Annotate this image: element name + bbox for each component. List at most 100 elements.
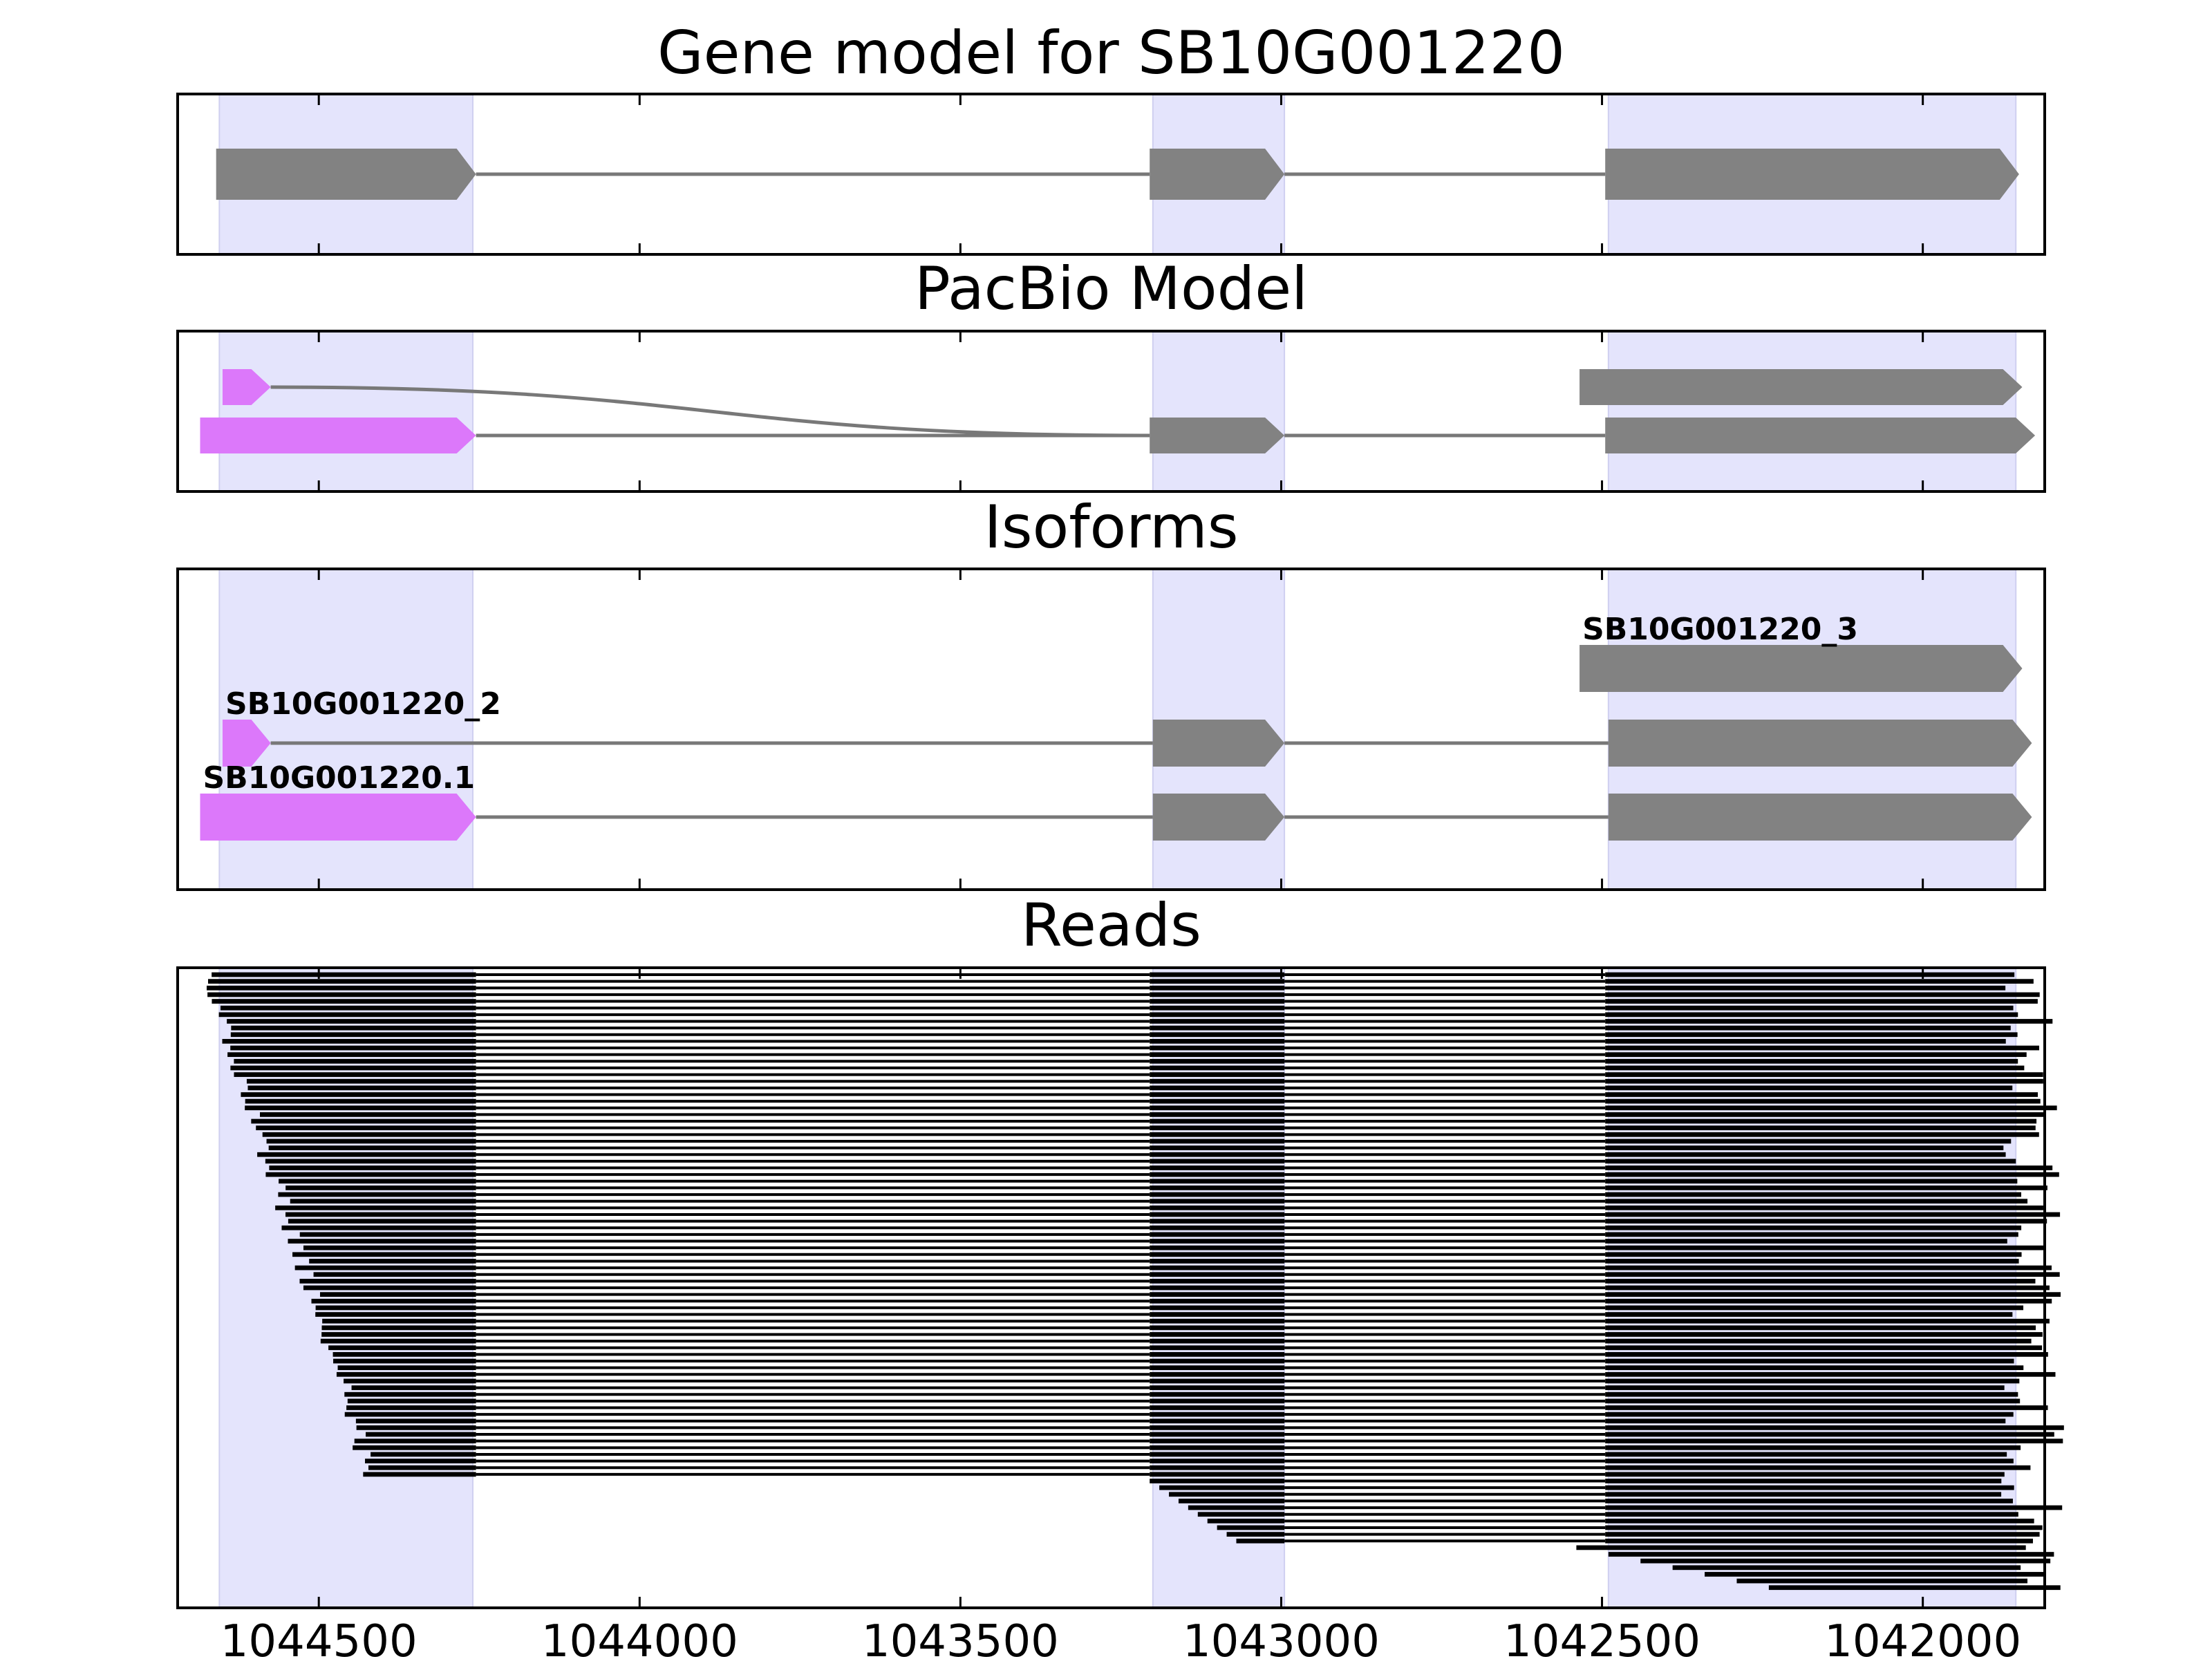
read-exon	[1605, 1479, 2002, 1483]
read-exon	[207, 979, 476, 984]
read-exon	[1605, 1371, 2056, 1377]
read-exon	[1150, 985, 1285, 991]
read-exon	[1605, 1239, 2007, 1244]
read-exon	[265, 1172, 476, 1177]
read-exon	[1605, 1058, 2018, 1064]
read-exon	[363, 1472, 476, 1477]
read-exon	[1605, 1052, 2027, 1058]
read-exon	[294, 1265, 476, 1271]
read-exon	[1605, 1085, 2013, 1091]
read-exon	[290, 1199, 476, 1204]
read-exon	[222, 1039, 476, 1044]
read-exon	[227, 1019, 476, 1024]
exon-block	[222, 720, 271, 767]
read-exon	[1150, 1405, 1285, 1410]
read-exon	[265, 1159, 476, 1164]
read-exon	[230, 1045, 476, 1051]
read-exon	[1150, 1398, 1285, 1404]
read-exon	[1150, 1219, 1285, 1224]
read-exon	[245, 1105, 476, 1111]
read-exon	[1150, 1278, 1285, 1284]
panel-title: Gene model for SB10G001220	[657, 19, 1565, 88]
read-exon	[1605, 1025, 2011, 1031]
read-exon	[1736, 1578, 2028, 1584]
read-exon	[1150, 1365, 1285, 1371]
read-exon	[212, 999, 476, 1004]
read-exon	[262, 1132, 476, 1137]
axes-frame	[176, 93, 2046, 256]
read-exon	[1705, 1572, 2045, 1577]
read-exon	[368, 1465, 476, 1470]
read-exon	[1150, 1065, 1285, 1071]
read-exon	[1605, 1472, 2005, 1477]
panel-reads: Reads 1044500 1044000 1043500 1043000 1042500…	[176, 891, 2064, 1659]
read-exon	[1605, 985, 2006, 991]
read-exon	[220, 1005, 476, 1011]
read-exon	[313, 1272, 476, 1277]
read-exon	[1605, 1485, 2014, 1490]
x-tick-label: 1042000	[1824, 1616, 2021, 1659]
read-exon	[1217, 1525, 1285, 1530]
read-exon	[1605, 992, 2040, 997]
read-exon	[1150, 1112, 1285, 1117]
read-exon	[1605, 1245, 2046, 1250]
read-exon	[1605, 1438, 2063, 1444]
read-exon	[1150, 1172, 1285, 1177]
read-exon	[1605, 1505, 2063, 1510]
read-exon	[1605, 1138, 2012, 1144]
read-exon	[230, 1065, 476, 1071]
read-exon	[285, 1185, 476, 1190]
read-exon	[1150, 1085, 1285, 1091]
read-exon	[299, 1278, 476, 1284]
read-exon	[1150, 1412, 1285, 1417]
read-exon	[1605, 1445, 2021, 1450]
read-exon	[322, 1318, 476, 1324]
read-exon	[288, 1239, 476, 1244]
read-exon	[1605, 1152, 2006, 1157]
read-exon	[1150, 1318, 1285, 1324]
read-exon	[1605, 1292, 2061, 1297]
read-exon	[1150, 1179, 1285, 1184]
read-exon	[1150, 1438, 1285, 1444]
read-exon	[353, 1445, 476, 1450]
exon-region-band	[1152, 330, 1286, 492]
read-exon	[1605, 1352, 2048, 1357]
read-exon	[1605, 1078, 2043, 1084]
read-exon	[1605, 1219, 2047, 1224]
read-exon	[1605, 1298, 2052, 1304]
exon-region-band	[218, 330, 474, 492]
read-exon	[1605, 1132, 2039, 1137]
read-exon	[1150, 992, 1285, 997]
read-exon	[1605, 1398, 2021, 1404]
read-exon	[356, 1425, 476, 1430]
exon-block	[1150, 149, 1285, 200]
read-exon	[1150, 1459, 1285, 1463]
read-exon	[1605, 1199, 2028, 1204]
exon-block	[1150, 418, 1285, 453]
read-exon	[206, 985, 476, 991]
read-exon	[344, 1378, 476, 1384]
read-exon	[1150, 1239, 1285, 1244]
read-exon	[332, 1352, 476, 1357]
read-exon	[1605, 1278, 2036, 1284]
panel-isoforms: Isoforms SB10G001220_3 SB10G001220_2 SB10G0…	[176, 493, 2046, 891]
read-exon	[1150, 1019, 1285, 1024]
read-exon	[1605, 1072, 2043, 1077]
read-exon	[1150, 1078, 1285, 1084]
exon-block	[1605, 149, 2019, 200]
isoform-label: SB10G001220.1	[203, 760, 475, 796]
read-exon	[1605, 1032, 2018, 1038]
read-exon	[1188, 1505, 1285, 1510]
read-exon	[1605, 1391, 2018, 1397]
read-exon	[281, 1225, 476, 1230]
read-exon	[1605, 1365, 2024, 1371]
panel-title: Isoforms	[984, 493, 1238, 562]
read-exon	[1150, 1138, 1285, 1144]
read-exon	[1605, 1172, 2059, 1177]
exon-block	[222, 369, 271, 405]
read-exon	[218, 1012, 476, 1018]
read-exon	[1236, 1538, 1285, 1544]
read-exon	[1605, 972, 2015, 977]
read-exon	[1605, 1265, 2052, 1271]
